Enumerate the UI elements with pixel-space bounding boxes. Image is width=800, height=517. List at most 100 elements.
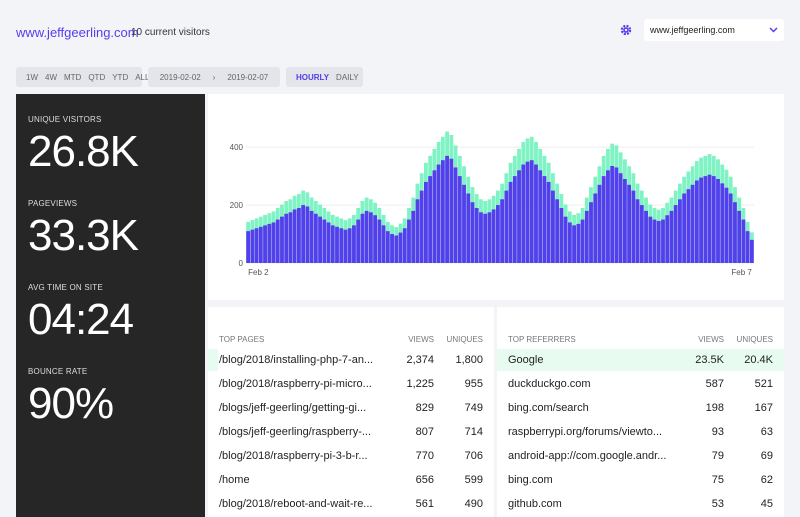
row-value: 714 (464, 426, 483, 438)
bar (745, 231, 750, 263)
bar (610, 165, 615, 263)
site-select[interactable]: www.jeffgeerling.com (644, 19, 784, 41)
bar (402, 228, 407, 263)
bar (445, 155, 449, 263)
row-value: 69 (760, 450, 773, 462)
chart: 0 200 400 Feb 2 Feb 7 (230, 131, 754, 277)
row-label[interactable]: Google (508, 354, 544, 366)
bar (716, 179, 720, 263)
bar (728, 193, 733, 263)
bar (580, 219, 585, 263)
bar (542, 176, 547, 263)
bar (280, 216, 284, 263)
period-option[interactable]: 1W (26, 72, 38, 82)
bar (538, 170, 543, 263)
date-to[interactable]: 2019-02-07 (227, 72, 269, 82)
row-label[interactable]: raspberrypi.org/forums/viewto... (508, 426, 663, 438)
bar (606, 170, 610, 263)
row-label[interactable]: bing.com/search (508, 402, 589, 414)
x-tick-label: Feb 2 (248, 268, 269, 277)
period-option[interactable]: QTD (88, 72, 106, 82)
period-option[interactable]: YTD (112, 72, 129, 82)
settings-icon[interactable] (620, 24, 632, 36)
bar (428, 176, 433, 263)
row-value: 656 (415, 474, 434, 486)
period-option[interactable]: ALL (135, 72, 150, 82)
row-label[interactable]: /blogs/jeff-geerling/raspberry-... (219, 426, 372, 438)
bar (597, 184, 602, 263)
bar (656, 221, 661, 263)
bar (631, 190, 636, 263)
bar (453, 167, 458, 263)
bar (601, 176, 606, 263)
x-tick-label: Feb 7 (731, 268, 752, 277)
row-label[interactable]: duckduckgo.com (508, 378, 591, 390)
bar (470, 202, 475, 263)
bar (491, 209, 496, 263)
bar (648, 216, 653, 263)
y-tick-label: 400 (230, 143, 244, 152)
row-label[interactable]: /blog/2018/installing-php-7-an... (219, 354, 374, 366)
row-label[interactable]: /blogs/jeff-geerling/getting-gi... (219, 402, 367, 414)
bar (546, 181, 551, 263)
row-label[interactable]: android-app://com.google.andr... (508, 450, 667, 462)
site-select-label: www.jeffgeerling.com (650, 25, 735, 35)
bar (699, 177, 703, 263)
bar (551, 190, 555, 263)
bar (690, 184, 695, 263)
row-value: 93 (711, 426, 724, 438)
row-label[interactable]: /blog/2018/raspberry-pi-micro... (219, 378, 372, 390)
bar (504, 190, 509, 263)
column-header: TOP REFERRERS (508, 335, 576, 344)
bar (669, 210, 674, 263)
row-label[interactable]: bing.com (508, 474, 553, 486)
bar (495, 205, 500, 263)
row-label[interactable]: /blog/2018/reboot-and-wait-re... (219, 498, 373, 510)
bar (335, 226, 339, 263)
bar (707, 174, 712, 263)
row-label[interactable]: github.com (508, 498, 562, 510)
bar (517, 170, 521, 263)
granularity-option[interactable]: DAILY (336, 72, 359, 82)
row-value: 561 (415, 498, 434, 510)
stat-value: 90% (28, 379, 114, 428)
row-label[interactable]: /blog/2018/raspberry-pi-3-b-r... (219, 450, 368, 462)
period-option[interactable]: MTD (64, 72, 82, 82)
bar (639, 205, 644, 263)
bar (292, 209, 297, 263)
stat-label: AVG TIME ON SITE (28, 283, 103, 292)
bar (521, 164, 526, 263)
bar (512, 176, 517, 263)
bar (614, 167, 619, 263)
bar (271, 222, 276, 263)
date-range[interactable]: 2019-02-02 › 2019-02-07 (148, 67, 280, 87)
row-value: 198 (705, 402, 724, 414)
bar (534, 164, 538, 263)
granularity-selector: HOURLY DAILY (286, 67, 363, 87)
bar (749, 239, 754, 263)
row-label[interactable]: /home (219, 474, 250, 486)
bar (309, 210, 314, 263)
bar (733, 202, 737, 263)
bar (500, 199, 505, 263)
bar (678, 199, 682, 263)
bar (356, 219, 361, 263)
bar (474, 207, 479, 263)
bar (322, 219, 327, 263)
bar (313, 213, 318, 263)
current-visitors: 10 current visitors (131, 27, 210, 38)
row-value: 587 (705, 378, 724, 390)
date-from[interactable]: 2019-02-02 (159, 72, 201, 82)
stat-value: 04:24 (28, 295, 134, 344)
bar (525, 161, 530, 263)
bar (411, 210, 416, 263)
row-value: 53 (711, 498, 724, 510)
period-option[interactable]: 4W (45, 72, 57, 82)
bar (381, 225, 386, 263)
bar (711, 176, 716, 263)
granularity-option[interactable]: HOURLY (296, 72, 330, 82)
top-referrers-panel: TOP REFERRERS VIEWS UNIQUES Google 23.5K 20.4… (497, 307, 784, 517)
bar (576, 223, 581, 263)
bar (635, 199, 640, 263)
bar (694, 180, 699, 263)
